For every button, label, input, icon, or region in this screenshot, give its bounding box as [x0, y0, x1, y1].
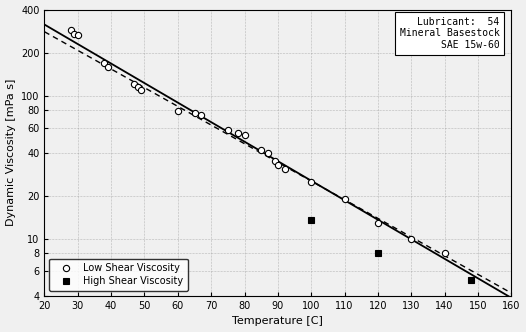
Low Shear Viscosity [408, 237, 414, 241]
High Shear Viscosity [468, 278, 474, 282]
Low Shear Viscosity [72, 32, 78, 36]
High Shear Viscosity [375, 251, 381, 255]
Low Shear Viscosity [68, 28, 74, 32]
X-axis label: Temperature [C]: Temperature [C] [232, 316, 323, 326]
Low Shear Viscosity [138, 88, 144, 92]
Low Shear Viscosity [241, 133, 248, 137]
Line: Low Shear Viscosity: Low Shear Viscosity [68, 27, 448, 256]
Low Shear Viscosity [135, 85, 141, 89]
Legend: Low Shear Viscosity, High Shear Viscosity: Low Shear Viscosity, High Shear Viscosit… [49, 259, 188, 291]
Low Shear Viscosity [258, 148, 265, 152]
Low Shear Viscosity [198, 113, 204, 117]
Low Shear Viscosity [441, 251, 448, 255]
Low Shear Viscosity [191, 111, 198, 115]
Low Shear Viscosity [225, 128, 231, 132]
Low Shear Viscosity [375, 221, 381, 225]
Low Shear Viscosity [105, 64, 111, 68]
Line: High Shear Viscosity: High Shear Viscosity [308, 217, 475, 283]
Low Shear Viscosity [235, 131, 241, 135]
Low Shear Viscosity [102, 61, 108, 65]
Low Shear Viscosity [175, 109, 181, 113]
Low Shear Viscosity [341, 197, 348, 201]
Low Shear Viscosity [308, 180, 315, 184]
Low Shear Viscosity [281, 167, 288, 171]
Text: Lubricant:  54
Mineral Basestock
SAE 15w-60: Lubricant: 54 Mineral Basestock SAE 15w-… [400, 17, 500, 50]
Low Shear Viscosity [75, 33, 81, 37]
Low Shear Viscosity [275, 163, 281, 167]
High Shear Viscosity [308, 218, 315, 222]
Low Shear Viscosity [265, 151, 271, 155]
Low Shear Viscosity [271, 159, 278, 163]
Y-axis label: Dynamic Viscosity [mPa s]: Dynamic Viscosity [mPa s] [6, 79, 16, 226]
Low Shear Viscosity [132, 82, 138, 86]
